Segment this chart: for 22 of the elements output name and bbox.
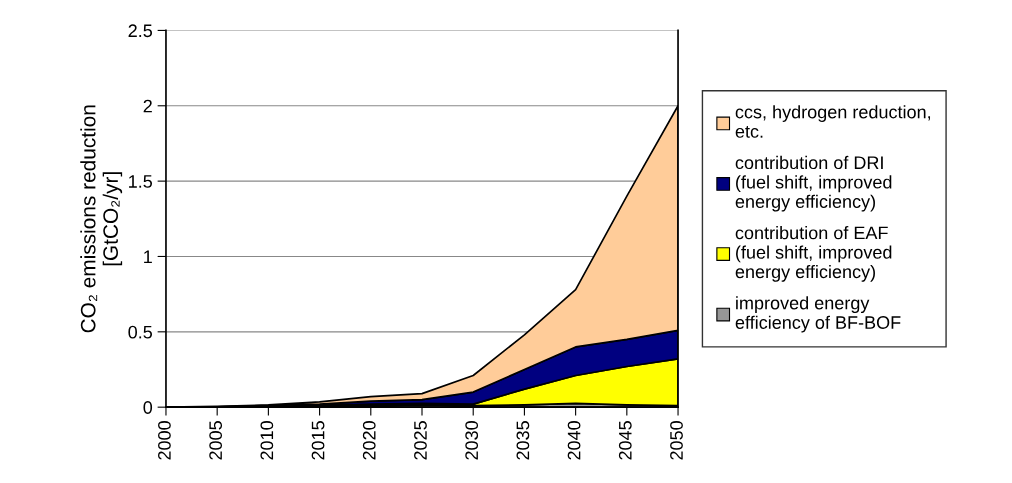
x-tick-label: 2045 [618,421,632,460]
x-tick-label: 2025 [414,421,427,460]
y-axis-title: CO₂ emissions reduction [GtCO₂/yr] [80,105,123,333]
x-tick-label: 2030 [465,421,479,460]
legend-label: improved energy efficiency of BF-BOF [735,296,901,333]
legend-label: ccs, hydrogen reduction, etc. [735,105,931,138]
x-tick-label: 2020 [362,421,376,460]
y-tick-label: 1.5 [129,175,153,188]
y-tick-label: 2.5 [128,24,153,38]
x-tick-label: 2010 [260,421,274,460]
x-tick-label: 2000 [158,421,171,460]
x-tick-label: 2035 [516,421,530,460]
x-tick-label: 2015 [311,421,325,460]
x-tick-label: 2050 [670,421,683,460]
y-tick-label: 1 [144,250,152,264]
legend-label: contribution of DRI (fuel shift, improved energy efficiency) [735,155,892,212]
legend-label: contribution of EAF (fuel shift, improved energy efficiency) [735,226,892,282]
y-tick-label: 0.5 [128,325,153,339]
x-tick-label: 2005 [209,421,223,460]
y-tick-label: 0 [143,401,153,414]
x-tick-label: 2040 [567,421,581,460]
y-tick-label: 2 [143,99,152,113]
